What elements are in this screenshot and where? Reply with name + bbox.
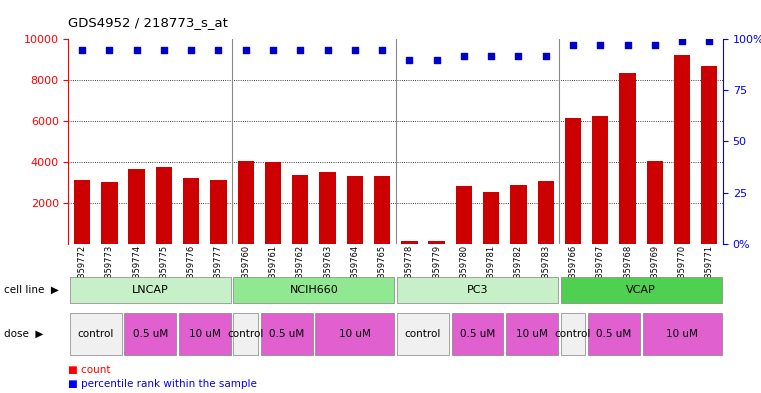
- Bar: [451, 313, 504, 355]
- Text: ■ count: ■ count: [68, 365, 111, 375]
- Text: 0.5 uM: 0.5 uM: [597, 329, 632, 339]
- Bar: [483, 191, 499, 244]
- Point: [622, 42, 634, 49]
- Text: 10 uM: 10 uM: [516, 329, 548, 339]
- Bar: [619, 73, 635, 244]
- Bar: [456, 186, 472, 244]
- Bar: [261, 313, 313, 355]
- Text: NCIH660: NCIH660: [289, 285, 339, 295]
- Bar: [129, 169, 145, 244]
- Bar: [292, 175, 308, 244]
- Bar: [179, 313, 231, 355]
- Bar: [510, 185, 527, 244]
- Text: 0.5 uM: 0.5 uM: [269, 329, 304, 339]
- Bar: [401, 241, 418, 244]
- Bar: [588, 313, 640, 355]
- Bar: [397, 313, 449, 355]
- Point: [376, 46, 388, 53]
- Point: [267, 46, 279, 53]
- Point: [512, 53, 524, 59]
- Bar: [237, 161, 254, 244]
- Bar: [156, 167, 172, 244]
- Text: 0.5 uM: 0.5 uM: [460, 329, 495, 339]
- Bar: [101, 182, 117, 244]
- Text: 10 uM: 10 uM: [666, 329, 698, 339]
- Point: [240, 46, 252, 53]
- Bar: [320, 172, 336, 244]
- Text: control: control: [405, 329, 441, 339]
- Bar: [70, 313, 122, 355]
- Bar: [234, 313, 258, 355]
- Text: 0.5 uM: 0.5 uM: [132, 329, 168, 339]
- Bar: [315, 313, 394, 355]
- Point: [321, 46, 333, 53]
- Point: [431, 57, 443, 63]
- Point: [185, 46, 197, 53]
- Text: control: control: [228, 329, 264, 339]
- Bar: [374, 176, 390, 244]
- Point: [703, 38, 715, 44]
- Point: [158, 46, 170, 53]
- Point: [485, 53, 497, 59]
- Point: [567, 42, 579, 49]
- Point: [648, 42, 661, 49]
- Point: [676, 38, 688, 44]
- Point: [295, 46, 307, 53]
- Bar: [70, 277, 231, 303]
- Point: [103, 46, 116, 53]
- Point: [540, 53, 552, 59]
- Point: [458, 53, 470, 59]
- Bar: [428, 241, 444, 244]
- Bar: [234, 277, 394, 303]
- Text: 10 uM: 10 uM: [189, 329, 221, 339]
- Text: dose  ▶: dose ▶: [4, 329, 43, 339]
- Text: GDS4952 / 218773_s_at: GDS4952 / 218773_s_at: [68, 17, 228, 29]
- Bar: [346, 176, 363, 244]
- Point: [212, 46, 224, 53]
- Bar: [265, 162, 281, 244]
- Point: [594, 42, 607, 49]
- Point: [349, 46, 361, 53]
- Point: [76, 46, 88, 53]
- Bar: [592, 116, 609, 244]
- Bar: [124, 313, 177, 355]
- Bar: [565, 118, 581, 244]
- Text: control: control: [555, 329, 591, 339]
- Bar: [647, 161, 663, 244]
- Bar: [673, 55, 690, 244]
- Bar: [561, 313, 585, 355]
- Bar: [74, 180, 91, 244]
- Bar: [183, 178, 199, 244]
- Text: 10 uM: 10 uM: [339, 329, 371, 339]
- Bar: [210, 180, 227, 244]
- Text: VCAP: VCAP: [626, 285, 656, 295]
- Bar: [642, 313, 721, 355]
- Point: [403, 57, 416, 63]
- Text: control: control: [78, 329, 114, 339]
- Bar: [701, 66, 718, 244]
- Bar: [397, 277, 558, 303]
- Bar: [537, 181, 554, 244]
- Text: cell line  ▶: cell line ▶: [4, 285, 59, 295]
- Text: LNCAP: LNCAP: [132, 285, 169, 295]
- Text: PC3: PC3: [466, 285, 489, 295]
- Text: ■ percentile rank within the sample: ■ percentile rank within the sample: [68, 379, 257, 389]
- Bar: [506, 313, 558, 355]
- Bar: [561, 277, 721, 303]
- Point: [131, 46, 143, 53]
